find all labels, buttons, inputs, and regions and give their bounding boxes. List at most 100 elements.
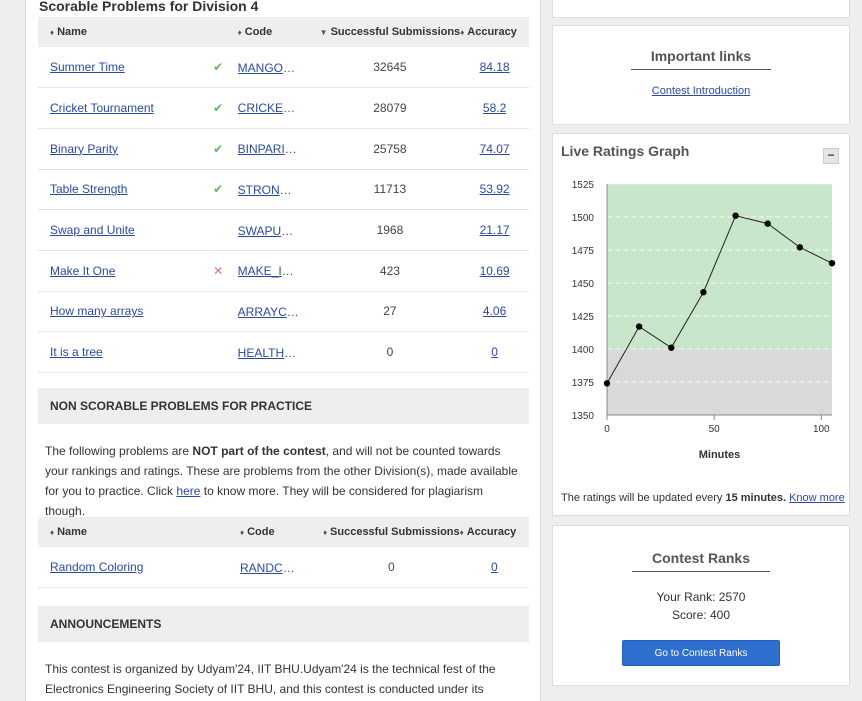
accuracy-link[interactable]: 74.07 [479,141,510,156]
check-icon: ✔ [213,182,224,197]
accuracy-link[interactable]: 84.18 [479,60,510,75]
live-ratings-panel: Live Ratings Graph − 1350 1375 1400 1425 145… [552,133,850,516]
table-row: Binary Parity ✔ BINPARITY 25758 74.07 [38,128,529,170]
col-subs-header[interactable]: ♦ Successful Submissions [322,517,460,547]
problem-name-link[interactable]: Binary Parity [50,141,119,156]
col-name-header[interactable]: ♦ Name [38,517,201,547]
accuracy-link[interactable]: 53.92 [479,182,510,197]
x-tick-label: 0 [604,424,610,435]
col-code-header[interactable]: ♦ Code [240,517,323,547]
table-row: Summer Time ✔ MANGOLOVER 32645 84.18 [38,47,529,89]
here-link[interactable]: here [176,484,201,498]
table-row: Make It One ✕ MAKE_IT_ONE 423 10.69 [38,250,529,292]
problem-name-link[interactable]: Summer Time [50,60,125,75]
non-scorable-heading: NON SCORABLE PROBLEMS FOR PRACTICE [38,388,529,424]
y-tick-label: 1425 [572,312,595,323]
contest-introduction-link[interactable]: Contest Introduction [651,85,751,97]
x-tick-label: 50 [709,424,721,435]
accuracy-link[interactable]: 0 [491,345,498,360]
problem-name-link[interactable]: Cricket Tournament [50,101,154,116]
rating-point [668,344,675,351]
sort-icon: ♦ [240,528,245,537]
accuracy-link[interactable]: 10.69 [479,263,510,278]
contest-ranks-panel: Contest Ranks Your Rank: 2570 Score: 400… [552,525,850,686]
submissions-count: 32645 [319,47,461,89]
table-row: How many arrays ARRAYCOUNT 27 4.06 [38,291,529,333]
non-scorable-table: ♦ Name ♦ Code ♦ Successful Submissions ♦ Acc… [38,517,529,589]
important-links-panel: Important links Contest Introduction [552,25,850,125]
y-tick-label: 1450 [572,279,595,290]
y-tick-label: 1500 [572,213,595,224]
live-ratings-title: Live Ratings Graph [561,143,690,159]
rating-point [732,212,739,219]
submissions-count: 28079 [319,87,461,129]
submissions-count: 1968 [319,209,461,251]
ratings-chart: 1350 1375 1400 1425 1450 1475 1500 1525 0 50 100 Mi… [572,180,836,461]
table-row: Swap and Unite SWAPUNITE 1968 21.17 [38,209,529,251]
sort-down-icon: ▼ [319,28,328,37]
problem-name-link[interactable]: Make It One [50,263,116,278]
rating-point [796,244,804,251]
table-row: Random Coloring RANDCOLOR 0 0 [38,547,529,589]
col-subs-header[interactable]: ▼ Successful Submissions [319,17,461,47]
submissions-count: 11713 [319,169,461,211]
accuracy-link[interactable]: 58.2 [482,101,507,116]
table-row: It is a tree HEALTHYTREE 0 0 [38,331,529,373]
top-panel-stub [552,0,850,18]
non-scorable-description: The following problems are NOT part of t… [45,444,518,518]
sort-icon: ♦ [322,528,328,537]
submissions-count: 423 [319,250,461,292]
x-tick-label: 100 [813,424,830,435]
sort-icon: ♦ [237,28,242,37]
problem-name-link[interactable]: Table Strength [50,182,128,197]
submissions-count: 27 [319,291,461,333]
table-header-row: ♦ Name ♦ Code ♦ Successful Submissions ♦ Acc… [38,517,529,547]
problem-name-link[interactable]: How many arrays [50,304,144,319]
col-code-header[interactable]: ♦ Code [237,17,320,47]
submissions-count: 25758 [319,128,461,170]
check-icon: ✔ [213,60,224,75]
problem-code-link[interactable]: BINPARITY [237,142,300,157]
accuracy-link[interactable]: 0 [490,560,498,575]
problem-code-link[interactable]: SWAPUNITE [237,223,300,238]
col-acc-header[interactable]: ♦ Accuracy [459,517,529,547]
y-tick-label: 1525 [572,180,595,191]
table-row: Table Strength ✔ STRONGTABLE 11713 53.92 [38,169,529,211]
announcements-text: This contest is organized by Udyam'24, I… [45,662,496,696]
problem-name-link[interactable]: Random Coloring [50,560,144,575]
y-tick-label: 1400 [572,345,595,356]
your-rank: Your Rank: 2570 [656,590,746,604]
go-to-contest-ranks-button[interactable]: Go to Contest Ranks [622,640,780,666]
sort-icon: ♦ [50,28,55,37]
problem-code-link[interactable]: ARRAYCOUNT [237,304,300,319]
y-tick-label: 1350 [572,411,595,422]
important-links-title: Important links [650,48,752,64]
table-header-row: ♦ Name ♦ Code ▼ Successful Submissions ♦ Acc… [38,17,529,47]
know-more-link[interactable]: Know more [789,492,845,504]
announcements-heading: ANNOUNCEMENTS [38,606,529,642]
problem-code-link[interactable]: RANDCOLOR [240,560,302,575]
rating-point [635,323,643,330]
rating-band [607,184,832,349]
rating-point [700,289,707,296]
x-axis-label: Minutes [699,449,741,461]
table-row: Cricket Tournament ✔ CRICKETTOUR 28079 58.2 [38,87,529,129]
problem-name-link[interactable]: It is a tree [50,345,103,360]
score: Score: 400 [671,608,731,622]
problem-code-link[interactable]: CRICKETTOUR [237,101,300,116]
problem-code-link[interactable]: MAKE_IT_ONE [237,264,300,279]
problem-name-link[interactable]: Swap and Unite [50,223,135,238]
scorable-table: ♦ Name ♦ Code ▼ Successful Submissions ♦ Acc… [38,17,529,373]
problem-code-link[interactable]: MANGOLOVER [237,60,300,75]
col-name-header[interactable]: ♦ Name [38,17,199,47]
collapse-button[interactable]: − [823,148,839,164]
col-acc-header[interactable]: ♦ Accuracy [460,17,529,47]
problem-code-link[interactable]: HEALTHYTREE [237,345,300,360]
submissions-count: 0 [322,547,460,589]
rating-point [764,220,771,227]
accuracy-link[interactable]: 4.06 [482,304,507,319]
problem-code-link[interactable]: STRONGTABLE [237,182,300,197]
rating-line [606,215,833,384]
accuracy-link[interactable]: 21.17 [479,223,510,238]
contest-ranks-title: Contest Ranks [651,550,751,566]
